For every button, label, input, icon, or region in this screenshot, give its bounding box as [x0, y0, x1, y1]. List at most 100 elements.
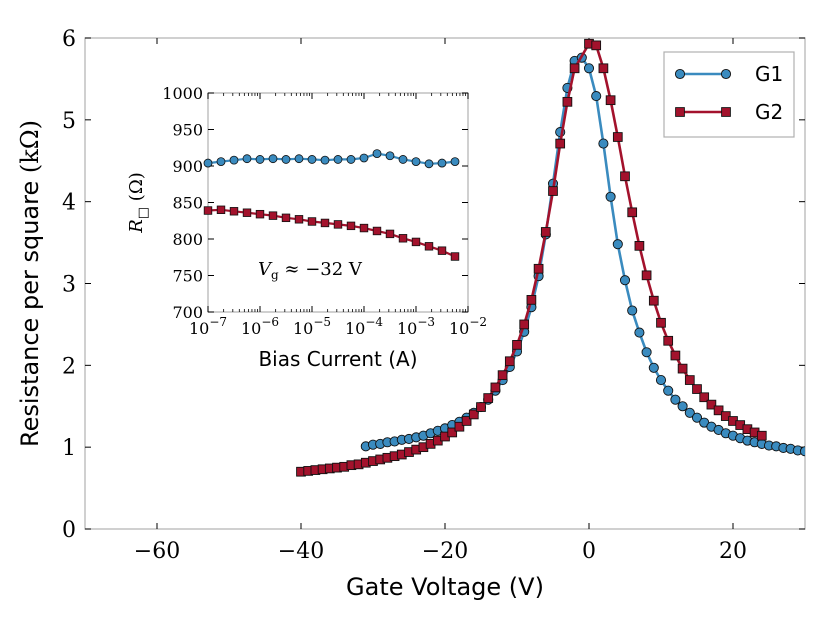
- inset-x-tick-label: 10−3: [397, 315, 435, 338]
- data-point-g1: [655, 375, 667, 386]
- data-point-g1: [691, 412, 703, 423]
- data-point-g2: [620, 171, 630, 182]
- inset-point-g1: [437, 158, 447, 168]
- inset-plot: 10−7 10−6 10−5 10−4 10−3 10−27007508008509009…: [126, 84, 487, 371]
- data-point-g2: [598, 63, 609, 74]
- annotation-sub: g: [271, 268, 279, 282]
- inset-x-tick-exp: −5: [313, 315, 331, 329]
- inset-point-g1: [203, 158, 213, 168]
- annotation-rest: ≈ −32 V: [279, 259, 363, 280]
- inset-point-g1: [216, 157, 226, 167]
- inset-x-tick-base: 10: [397, 319, 417, 338]
- data-point-g2: [684, 375, 695, 385]
- data-point-g2: [504, 356, 515, 367]
- data-point-g2: [483, 393, 494, 403]
- inset-point-g1: [255, 155, 265, 164]
- inset-y-tick-label: 1000: [162, 84, 203, 103]
- inset-point-g1: [307, 155, 317, 164]
- inset-point-g2: [346, 221, 356, 231]
- inset-point-g2: [268, 211, 278, 220]
- inset-y-tick-label: 800: [172, 230, 203, 249]
- data-point-g2: [699, 392, 710, 403]
- y-axis-title-text: Resistance per square: [16, 173, 44, 447]
- y-axis-title-unit: (kΩ): [16, 120, 44, 173]
- inset-x-axis-title: Bias Current (A): [258, 347, 417, 371]
- data-point-g1: [627, 305, 638, 316]
- inset-x-tick-base: 10: [345, 319, 365, 338]
- inset-y-tick-label: 850: [172, 194, 203, 213]
- y-tick-label: 1: [62, 436, 76, 461]
- x-tick-label: 20: [719, 539, 747, 564]
- data-point-g1: [663, 385, 674, 396]
- legend-marker-g1: [720, 68, 732, 80]
- data-point-g2: [540, 227, 551, 237]
- x-axis-title: Gate Voltage (V): [346, 573, 544, 601]
- inset-x-tick-label: 10−6: [241, 315, 279, 338]
- data-point-g1: [612, 239, 623, 250]
- inset-y-tick-label: 750: [172, 267, 203, 286]
- inset-point-g1: [385, 151, 395, 161]
- inset-point-g2: [203, 206, 213, 215]
- data-point-g2: [569, 63, 580, 74]
- inset-point-g2: [307, 217, 317, 226]
- y-axis-title: Resistance per square (kΩ): [16, 120, 44, 447]
- inset-point-g1: [372, 149, 382, 158]
- data-point-g2: [497, 370, 508, 381]
- inset-y-axis-unit: (Ω): [126, 172, 147, 207]
- inset-y-axis-title: R□ (Ω): [126, 172, 151, 234]
- inset-point-g2: [398, 234, 408, 243]
- data-point-g2: [562, 96, 573, 107]
- inset-point-g1: [268, 154, 278, 164]
- data-point-g1: [670, 394, 681, 405]
- data-point-g2: [605, 95, 616, 106]
- data-point-g1: [677, 401, 688, 412]
- data-point-g1: [799, 446, 805, 457]
- inset-x-tick-base: 10: [293, 319, 313, 338]
- inset-point-g1: [281, 155, 291, 164]
- data-point-g2: [713, 405, 724, 416]
- inset-annotation: Vg ≈ −32 V: [258, 259, 363, 282]
- main-plot: −60 −40 −20 0 20 0 1 2 3 4 5 6 Gate Voltage (V) Resis…: [16, 27, 806, 601]
- inset-point-g2: [359, 223, 369, 233]
- inset-point-g2: [281, 213, 291, 223]
- inset-point-g2: [424, 242, 434, 251]
- data-point-g2: [519, 319, 530, 330]
- inset-y-axis-sub: □: [136, 207, 151, 219]
- inset-x-tick-base: 10: [189, 319, 209, 338]
- inset-x-tick-exp: −4: [365, 315, 383, 329]
- inset-point-g1: [320, 155, 330, 165]
- inset-point-g1: [333, 155, 343, 164]
- data-point-g2: [756, 430, 767, 441]
- data-point-g2: [490, 382, 501, 393]
- inset-y-axis-symbol: R: [126, 219, 147, 234]
- data-point-g2: [656, 317, 666, 328]
- data-point-g2: [454, 421, 465, 432]
- inset-x-tick-base: 10: [449, 319, 469, 338]
- inset-point-g1: [294, 154, 304, 164]
- inset-point-g1: [242, 154, 252, 164]
- x-tick-label: −60: [134, 539, 180, 564]
- inset-x-tick-exp: −3: [417, 315, 435, 329]
- data-point-g2: [648, 295, 659, 306]
- data-point-g2: [555, 138, 566, 149]
- data-point-g2: [634, 241, 645, 251]
- inset-point-g2: [385, 229, 395, 239]
- data-point-g2: [720, 411, 731, 421]
- data-point-g2: [706, 399, 717, 410]
- inset-point-g2: [411, 237, 421, 247]
- data-point-g2: [533, 263, 544, 274]
- legend-marker-g1: [674, 68, 686, 80]
- data-point-g1: [641, 347, 652, 358]
- data-point-g1: [598, 138, 609, 149]
- inset-x-tick-label: 10−5: [293, 315, 331, 338]
- inset-point-g2: [320, 218, 330, 228]
- data-point-g2: [612, 132, 623, 142]
- data-point-g2: [677, 363, 688, 374]
- inset-x-tick-exp: −6: [261, 315, 279, 329]
- data-point-g2: [476, 402, 486, 412]
- inset-point-g2: [242, 208, 252, 217]
- inset-x-tick-label: 10−4: [345, 315, 383, 338]
- data-point-g1: [605, 191, 616, 202]
- y-tick-label: 5: [62, 109, 76, 134]
